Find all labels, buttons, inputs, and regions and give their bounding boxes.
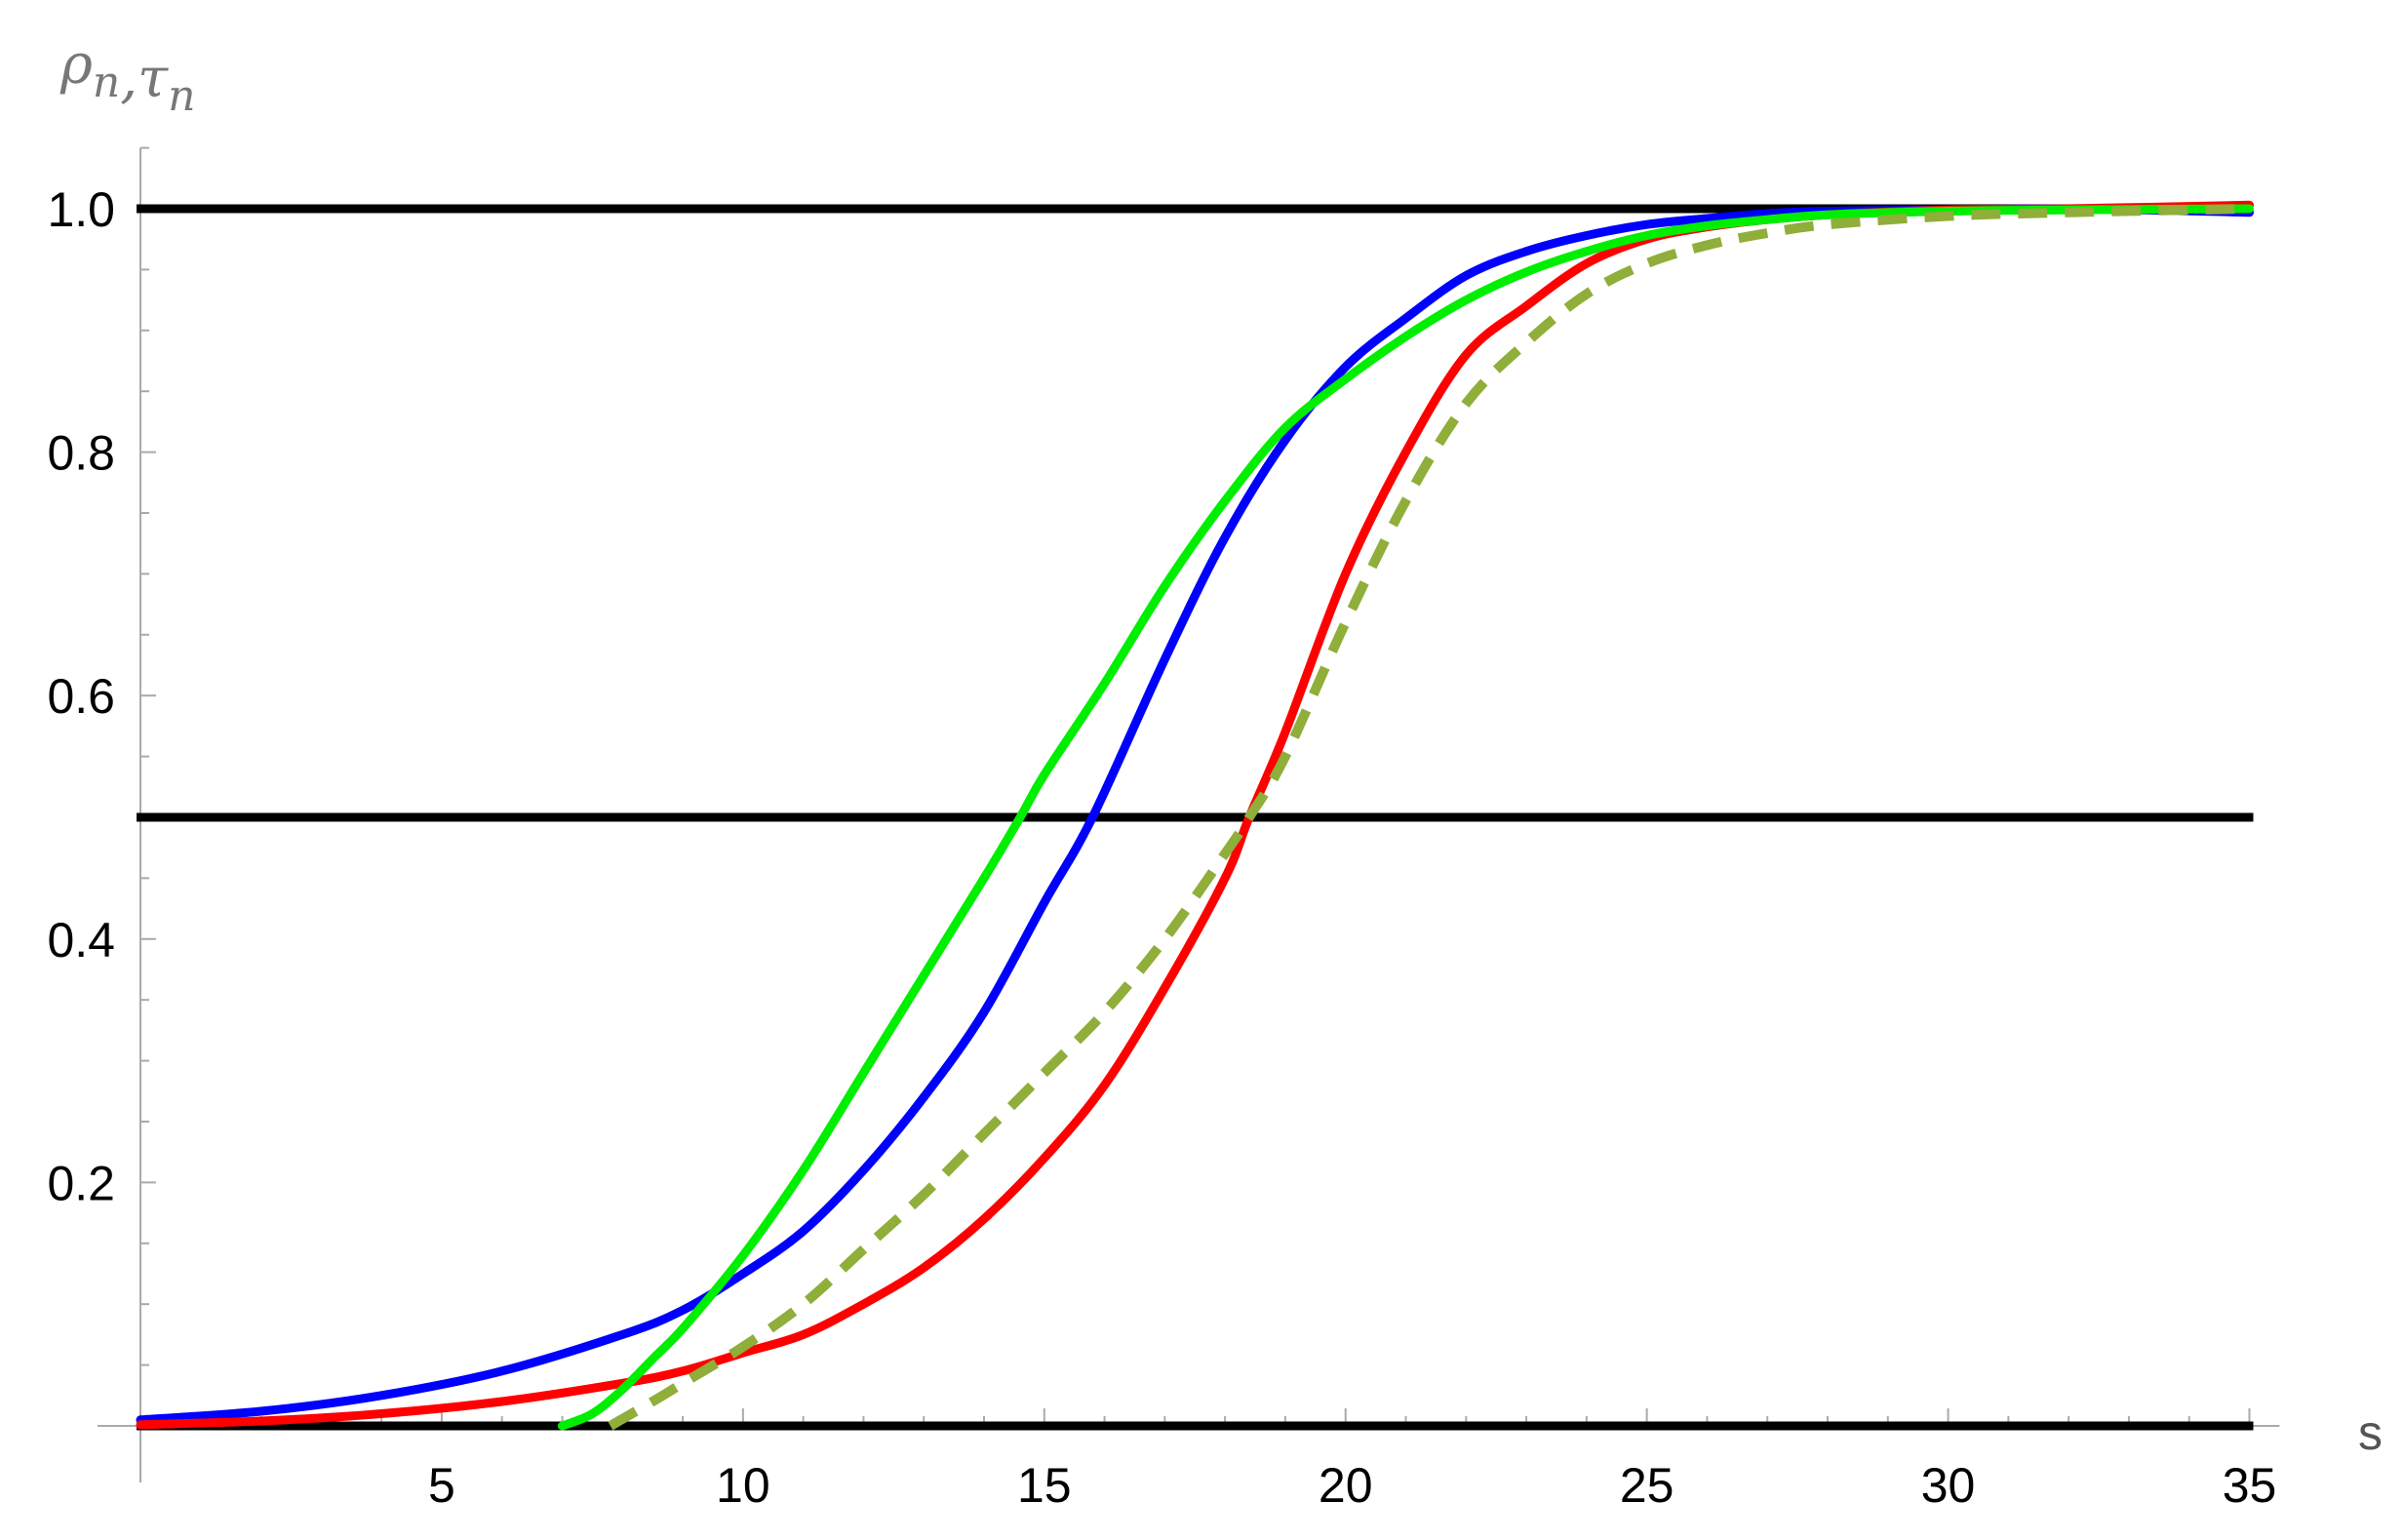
y-axis-title: ρn,τn — [59, 33, 195, 121]
x-tick-label: 25 — [1620, 1458, 1674, 1513]
y-tick-label: 0.6 — [47, 669, 115, 724]
x-tick-label: 5 — [428, 1458, 455, 1513]
y-axis-title-subscript: n — [93, 58, 120, 107]
y-tick-label: 0.8 — [47, 426, 115, 481]
y-axis-title-symbol: τ — [138, 47, 169, 110]
x-tick-label: 20 — [1319, 1458, 1373, 1513]
y-axis-title-symbol: ρ — [59, 33, 93, 97]
tick-labels: 5 10 15 20 25 30 35 0.2 0.4 0.6 0.8 1.0 — [47, 182, 2276, 1513]
y-axis-title-subscript: n — [168, 71, 195, 121]
y-axis-title-symbol: , — [120, 47, 138, 110]
x-tick-label: 35 — [2223, 1458, 2277, 1513]
series-lines — [136, 200, 2254, 1431]
x-tick-label: 15 — [1017, 1458, 1072, 1513]
reference-lines — [137, 204, 2254, 1431]
y-tick-label: 0.2 — [47, 1156, 115, 1210]
x-axis-title: s — [2358, 1405, 2383, 1460]
x-tick-label: 10 — [716, 1458, 770, 1513]
x-tick-label: 30 — [1921, 1458, 1976, 1513]
series-line-0 — [136, 204, 2254, 1425]
y-tick-label: 1.0 — [47, 182, 115, 237]
series-line-3 — [608, 204, 2250, 1431]
y-tick-label: 0.4 — [47, 913, 115, 967]
series-line-2 — [558, 204, 2254, 1431]
